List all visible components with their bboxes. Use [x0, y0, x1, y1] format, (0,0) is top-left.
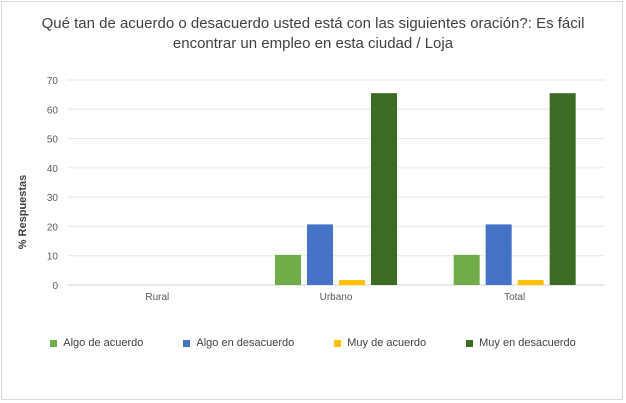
bar — [371, 93, 397, 285]
y-tick-labels: 0 10 20 30 40 50 60 70 — [47, 76, 59, 292]
y-tick-label: 60 — [47, 105, 59, 116]
legend-label: Muy en desacuerdo — [479, 337, 576, 349]
bar — [307, 224, 333, 285]
chart-title: Qué tan de acuerdo o desacuerdo usted es… — [41, 15, 585, 52]
legend-item: Muy en desacuerdo — [466, 337, 576, 349]
y-tick-label: 70 — [47, 76, 59, 87]
legend-label: Algo de acuerdo — [63, 337, 144, 349]
bars — [275, 93, 576, 285]
legend-swatch — [183, 339, 191, 347]
bar — [275, 254, 301, 285]
legend: Algo de acuerdo Algo en desacuerdo Muy de … — [0, 337, 626, 349]
bar — [339, 280, 365, 285]
x-tick-label: Rural — [145, 292, 169, 303]
y-axis-label: % Respuestas — [17, 175, 29, 250]
legend-item: Algo en desacuerdo — [183, 337, 294, 349]
legend-swatch — [334, 339, 342, 347]
legend-label: Muy de acuerdo — [347, 337, 427, 349]
legend-swatch — [466, 339, 474, 347]
y-tick-label: 50 — [47, 135, 59, 146]
legend-item: Algo de acuerdo — [50, 337, 143, 349]
bar — [453, 254, 480, 285]
bar — [517, 280, 544, 285]
y-tick-label: 30 — [47, 193, 59, 204]
x-tick-label: Urbano — [320, 292, 353, 303]
gridlines — [68, 79, 604, 286]
legend-item: Muy de acuerdo — [334, 337, 426, 349]
x-tick-labels: Rural Urbano Total — [145, 292, 525, 303]
y-tick-label: 0 — [52, 281, 58, 292]
y-tick-label: 10 — [47, 252, 59, 263]
bar — [549, 93, 576, 285]
y-tick-label: 40 — [47, 164, 59, 175]
legend-swatch — [50, 339, 58, 347]
legend-label: Algo en desacuerdo — [196, 337, 295, 349]
bar — [485, 224, 512, 285]
y-tick-label: 20 — [47, 222, 59, 233]
x-tick-label: Total — [504, 292, 525, 303]
